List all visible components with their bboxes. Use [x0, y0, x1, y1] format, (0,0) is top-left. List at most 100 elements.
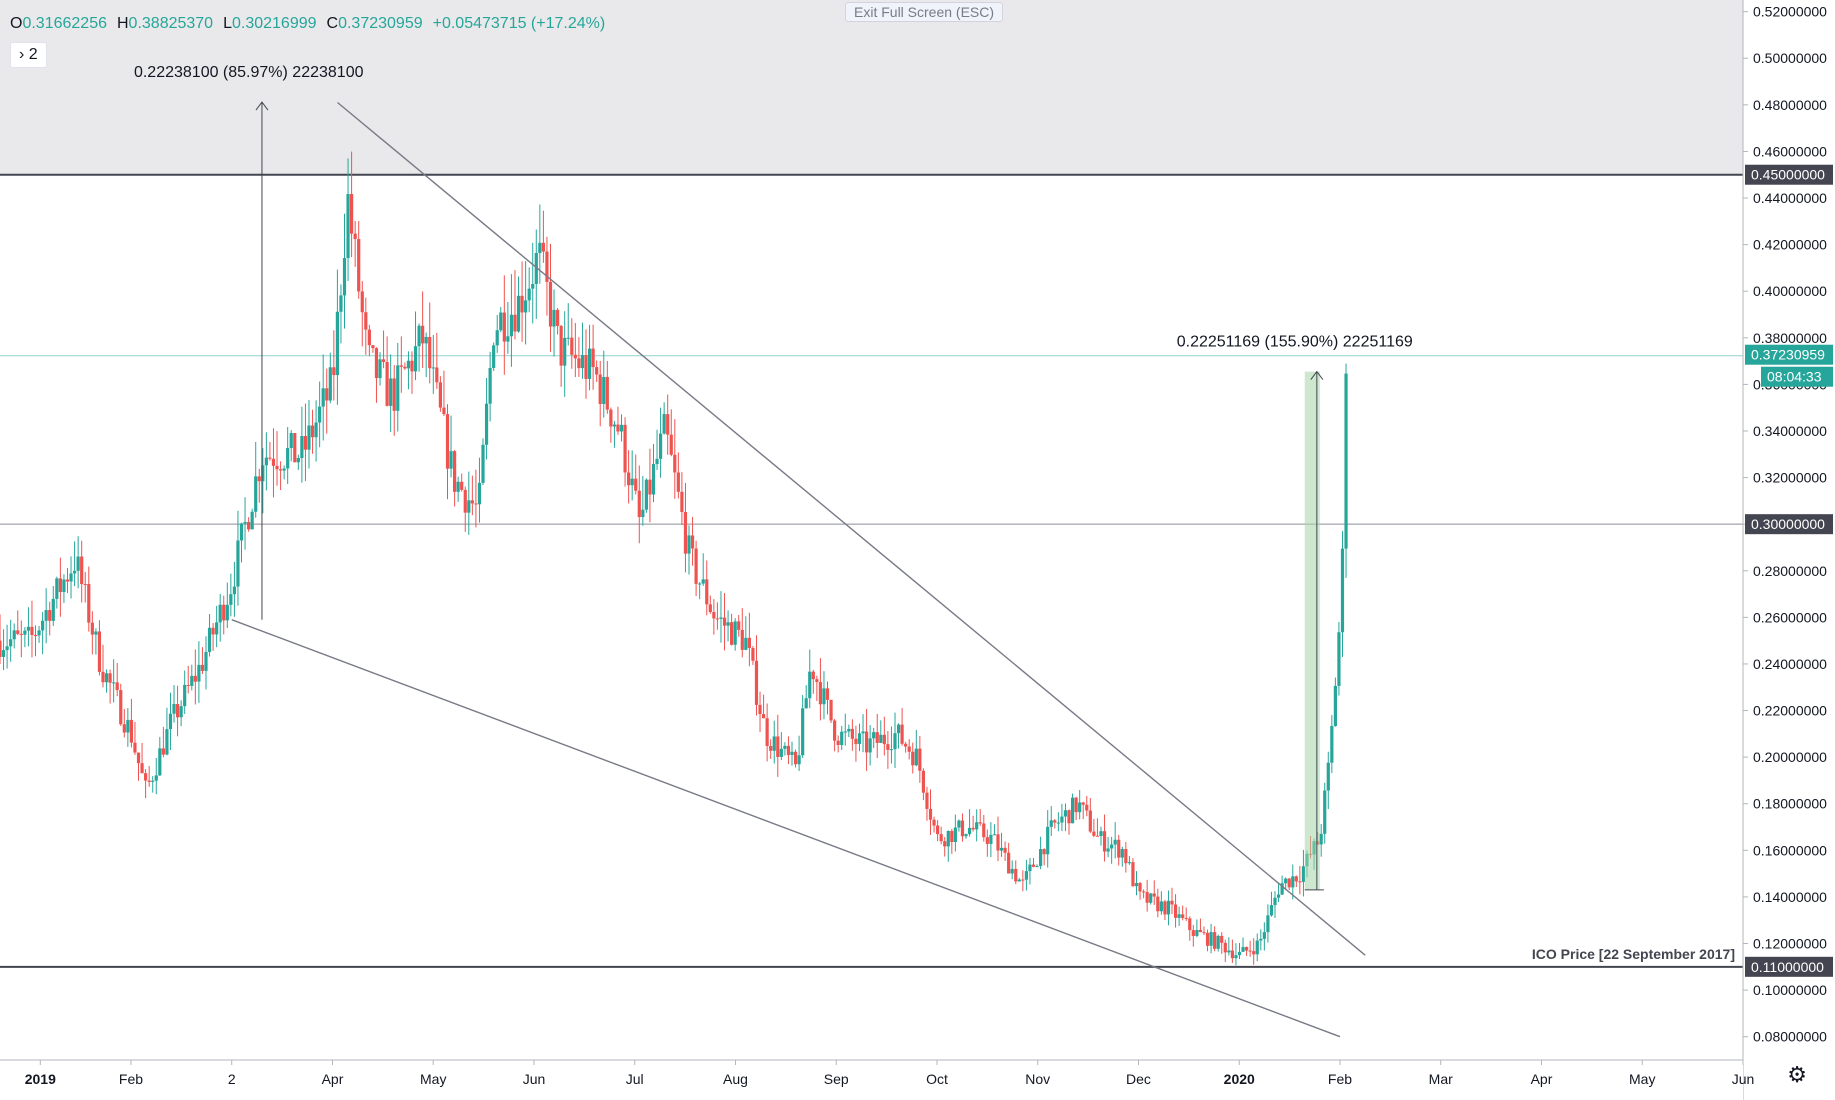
candle-body	[303, 436, 308, 450]
candle-body	[193, 675, 197, 682]
candle-body	[207, 627, 212, 652]
time-tick-label: Apr	[322, 1071, 344, 1087]
candle-body	[26, 626, 31, 631]
candle-body	[587, 348, 592, 379]
candle-body	[428, 336, 432, 369]
candle-body	[1269, 905, 1274, 916]
candle-body	[584, 355, 588, 379]
candle-body	[1088, 810, 1092, 832]
candle-body	[1291, 876, 1295, 888]
candle-body	[605, 376, 609, 410]
annotations: ICO Price [22 September 2017]	[1532, 946, 1735, 962]
candle-body	[158, 748, 162, 776]
candle-body	[857, 733, 862, 744]
countdown-label: 08:04:33	[1767, 369, 1822, 385]
candle-body	[1170, 900, 1174, 905]
candle-body	[754, 660, 759, 705]
candle-body	[1202, 932, 1206, 934]
candle-body	[975, 822, 979, 830]
candle-body	[627, 472, 631, 486]
candle-body	[1330, 726, 1334, 763]
candle-body	[619, 424, 624, 432]
trendlines[interactable]	[231, 101, 1366, 1038]
open-value: 0.31662256	[22, 15, 107, 32]
candle-body	[612, 424, 617, 427]
candle-body	[94, 631, 98, 635]
candle-body	[225, 604, 229, 621]
candle-body	[516, 295, 521, 332]
candle-body	[1216, 935, 1220, 949]
arrow-up-icon	[255, 101, 269, 111]
candle-body	[1060, 816, 1064, 823]
candle-body	[541, 242, 545, 252]
price-tick-label: 0.40000000	[1753, 283, 1827, 299]
candle-body	[847, 728, 851, 732]
price-tick-label: 0.18000000	[1753, 796, 1827, 812]
candle-body	[719, 617, 723, 619]
candle-body	[1127, 862, 1131, 864]
candle-body	[1120, 849, 1124, 858]
candle-body	[1188, 918, 1192, 931]
candle-body	[9, 639, 13, 647]
candle-body	[399, 365, 403, 367]
price-axis[interactable]: 0.08000000 0.10000000 0.12000000 0.14000000…	[1742, 0, 1835, 1100]
candle-body	[804, 698, 808, 709]
price-tick-label: 0.46000000	[1753, 143, 1827, 159]
level-price-label: 0.30000000	[1751, 516, 1825, 532]
candle-body	[1106, 848, 1110, 852]
candle-body	[1166, 900, 1171, 915]
candle-body	[1131, 862, 1135, 887]
candle-body	[889, 749, 894, 751]
candle-body	[442, 407, 446, 415]
candle-body	[12, 630, 16, 640]
candle-body	[410, 360, 414, 372]
candle-body	[271, 458, 276, 466]
candle-body	[1319, 833, 1323, 845]
candle-body	[1276, 894, 1281, 898]
candle-body	[1177, 914, 1181, 918]
gear-icon[interactable]: ⚙	[1787, 1062, 1807, 1087]
candle-body	[1134, 883, 1139, 887]
candle-body	[339, 295, 343, 312]
candle-body	[879, 734, 883, 743]
price-range-measures[interactable]: 0.22238100 (85.97%) 22238100 0.22251169 (…	[134, 64, 1413, 891]
candle-body	[985, 837, 989, 844]
candle-body	[946, 830, 950, 847]
candle-body	[55, 578, 59, 599]
candle-body	[715, 618, 720, 620]
candle-body	[630, 478, 634, 486]
last-price-tag	[1745, 344, 1833, 365]
candle-body	[513, 314, 517, 332]
candle-body	[1, 650, 6, 657]
exit-fullscreen-button[interactable]: Exit Full Screen (ESC)	[845, 2, 1004, 22]
candle-body	[247, 521, 251, 530]
candle-body	[833, 720, 837, 741]
candle-body	[115, 682, 119, 691]
candle-body	[275, 465, 279, 470]
candle-body	[765, 718, 769, 747]
candle-body	[559, 325, 563, 366]
candle-body	[1301, 866, 1306, 882]
candle-body	[16, 630, 20, 634]
candle-body	[1298, 881, 1302, 883]
candle-body	[772, 736, 776, 751]
candle-body	[669, 434, 673, 455]
candle-body	[215, 622, 219, 635]
candle-body	[680, 491, 684, 513]
time-tick-label: Jun	[1732, 1071, 1755, 1087]
interval-toggle[interactable]: › 2	[10, 42, 47, 68]
low-value: 0.30216999	[231, 15, 317, 32]
time-axis[interactable]: 2019 Feb 2 Apr May Jun Jul Aug Sep Oct Nov Dec 2020 F…	[0, 1059, 1755, 1100]
candle-body	[360, 291, 364, 313]
candle-body	[520, 295, 524, 313]
candle-body	[1344, 373, 1348, 549]
candle-body	[239, 523, 244, 541]
low-label: L	[223, 15, 232, 32]
candle-body	[978, 822, 982, 824]
candle-body	[779, 748, 783, 757]
candle-body	[1053, 820, 1057, 823]
candle-body	[470, 500, 474, 504]
candle-body	[538, 242, 542, 254]
measure-label: 0.22251169 (155.90%) 22251169	[1177, 334, 1413, 351]
